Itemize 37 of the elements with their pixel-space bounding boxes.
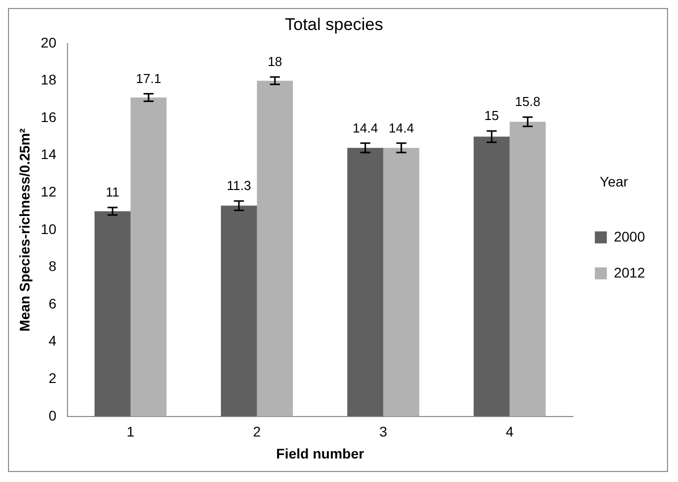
bar [94, 211, 131, 416]
y-tick-label: 4 [48, 332, 57, 349]
data-label: 14.4 [388, 120, 414, 136]
x-axis-title: Field number [276, 445, 365, 462]
y-tick-label: 0 [48, 407, 57, 424]
data-label: 15.8 [515, 94, 540, 110]
x-tick-label: 1 [126, 424, 135, 440]
legend-title: Year [600, 173, 628, 190]
chart-title: Total species [284, 14, 384, 34]
y-tick-label: 18 [40, 72, 57, 88]
data-label: 11.3 [226, 178, 252, 194]
bar [220, 206, 257, 416]
legend-label: 2000 [614, 228, 646, 244]
legend-label: 2012 [614, 264, 646, 280]
y-tick-label: 20 [40, 34, 57, 50]
y-tick-label: 6 [48, 295, 57, 312]
x-tick-label: 4 [506, 424, 514, 440]
data-label: 18 [268, 54, 282, 70]
y-tick-label: 14 [40, 146, 57, 162]
bar [510, 122, 546, 416]
bar [383, 148, 420, 416]
data-label: 14.4 [352, 120, 378, 136]
bar [474, 136, 510, 416]
y-tick-label: 16 [40, 108, 57, 125]
data-label: 15 [484, 108, 499, 124]
data-label: 11 [106, 184, 120, 200]
y-tick-label: 12 [40, 183, 57, 200]
y-tick-label: 8 [48, 258, 57, 274]
bar [256, 80, 293, 416]
x-tick-label: 2 [253, 424, 262, 440]
y-tick-label: 2 [48, 370, 57, 386]
y-tick-label: 10 [40, 220, 57, 237]
x-tick-label: 3 [379, 424, 388, 440]
bar [130, 97, 167, 416]
y-axis-title: Mean Species-richness/0.25m² [16, 128, 32, 332]
data-label: 17.1 [136, 70, 162, 86]
bar [347, 148, 384, 416]
